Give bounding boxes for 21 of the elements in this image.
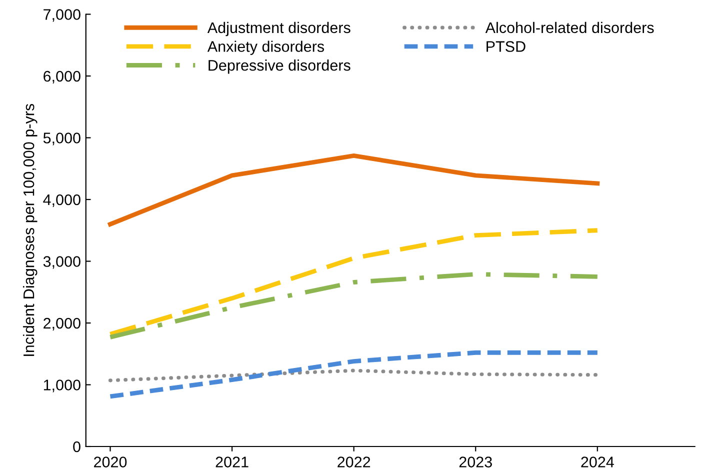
y-tick-label: 2,000 bbox=[44, 318, 80, 330]
y-axis-title: Incident Diagnoses per 100,000 p-yrs bbox=[23, 104, 38, 356]
y-tick-label: 6,000 bbox=[44, 70, 80, 84]
legend-label: Anxiety disorders bbox=[207, 40, 324, 55]
x-tick-label: 2021 bbox=[216, 456, 248, 468]
legend-label: PTSD bbox=[486, 41, 526, 52]
legend-label: Alcohol-related disorders bbox=[485, 22, 654, 34]
line-series bbox=[108, 153, 600, 226]
x-tick-label: 2020 bbox=[94, 456, 127, 468]
x-tick-label: 2024 bbox=[581, 456, 614, 468]
legend-label: Adjustment disorders bbox=[207, 22, 350, 36]
legend-label: Depressive disorders bbox=[208, 60, 350, 74]
line-series bbox=[108, 368, 600, 382]
x-tick-label: 2022 bbox=[338, 456, 370, 468]
y-tick-label: 0 bbox=[73, 441, 80, 452]
y-tick-label: 7,000 bbox=[44, 9, 80, 22]
y-tick-label: 1,000 bbox=[44, 380, 80, 392]
y-tick-label: 4,000 bbox=[43, 194, 80, 207]
y-tick-label: 5,000 bbox=[43, 132, 80, 146]
x-tick-label: 2023 bbox=[459, 456, 492, 468]
y-tick-label: 3,000 bbox=[43, 256, 80, 269]
